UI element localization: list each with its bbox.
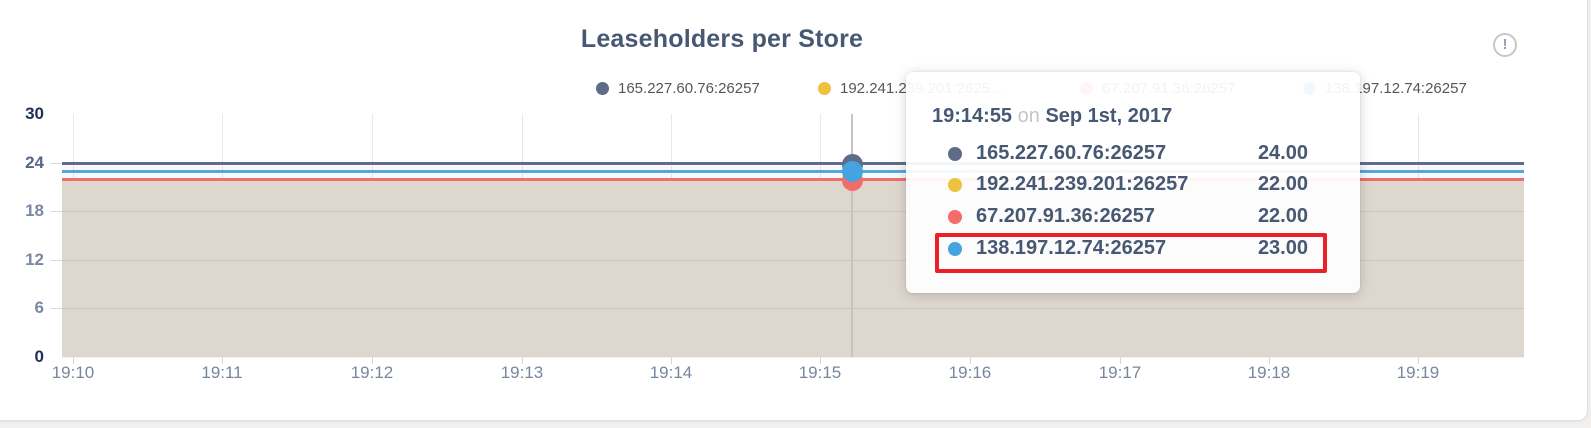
x-axis-tick <box>73 357 74 364</box>
tooltip-date: Sep 1st, 2017 <box>1045 105 1173 127</box>
x-axis-tick <box>222 357 223 364</box>
exclamation-icon: ! <box>1502 36 1508 53</box>
x-axis-label: 19:11 <box>201 363 243 382</box>
gridline-horizontal <box>62 211 1524 212</box>
y-axis-tick <box>51 308 62 309</box>
x-axis-tick <box>671 357 672 364</box>
x-axis-label: 19:13 <box>500 363 544 382</box>
y-axis-label: 30 <box>25 104 44 123</box>
x-axis-label: 19:19 <box>1396 363 1440 382</box>
series-line-darkslate <box>62 162 1524 165</box>
x-axis-label: 19:16 <box>948 363 992 382</box>
y-axis-tick <box>51 211 62 212</box>
series-line-blue <box>62 170 1524 173</box>
x-axis-label: 19:12 <box>350 363 394 382</box>
x-axis-tick <box>372 357 373 364</box>
x-axis-label: 19:17 <box>1098 363 1142 382</box>
x-axis-tick <box>1120 357 1121 364</box>
series-line-red <box>62 178 1524 181</box>
tooltip-timestamp: 19:14:55 on Sep 1st, 2017 <box>932 105 1172 128</box>
x-axis-tick <box>970 357 971 364</box>
chart-title: Leaseholders per Store <box>580 25 864 53</box>
x-axis-label: 19:15 <box>798 363 842 382</box>
y-axis-label: 24 <box>25 153 44 172</box>
y-axis-label: 0 <box>34 347 44 366</box>
series-fill-band <box>62 174 1524 178</box>
tooltip-row: 192.241.239.201:26257 22.00 <box>906 173 1360 197</box>
y-axis-label: 6 <box>34 298 44 317</box>
info-icon[interactable]: ! <box>1493 33 1517 57</box>
y-axis-tick <box>51 260 62 261</box>
y-axis-tick <box>51 163 62 164</box>
tooltip-on-word: on <box>1017 105 1040 127</box>
y-axis-label: 12 <box>25 250 44 269</box>
tooltip-time: 19:14:55 <box>932 105 1013 127</box>
tooltip-series-value: 22.00 <box>1257 173 1308 195</box>
tooltip-row: 67.207.91.36:26257 22.00 <box>906 205 1360 229</box>
legend-item-label: 165.227.60.76:26257 <box>618 80 760 97</box>
tooltip-series-value: 23.00 <box>1257 237 1308 259</box>
x-axis-tick <box>1269 357 1270 364</box>
tooltip-series-value: 22.00 <box>1257 205 1308 227</box>
x-axis-label: 19:14 <box>649 363 693 382</box>
tooltip-series-name: 67.207.91.36:26257 <box>976 205 1156 227</box>
highlight-annotation-box <box>935 233 1327 273</box>
x-axis-tick <box>820 357 821 364</box>
tooltip-series-name: 165.227.60.76:26257 <box>976 142 1167 164</box>
x-axis-tick <box>1418 357 1419 364</box>
tooltip-row-highlighted: 138.197.12.74:26257 23.00 <box>906 237 1360 261</box>
legend-item-label: 138.197.12.74:26257 <box>1325 80 1467 97</box>
series-dot-icon <box>948 147 962 161</box>
gridline-horizontal <box>62 357 1524 358</box>
x-axis-label: 19:18 <box>1247 363 1291 382</box>
series-dot-icon <box>596 82 609 95</box>
hover-point-blue <box>842 161 863 182</box>
series-dot-icon <box>948 210 962 224</box>
series-dot-icon <box>818 82 831 95</box>
tooltip-row: 165.227.60.76:26257 24.00 <box>906 142 1360 166</box>
x-axis-label: 19:10 <box>51 363 95 382</box>
series-dot-icon <box>948 242 962 256</box>
tooltip-series-name: 192.241.239.201:26257 <box>976 173 1189 195</box>
tooltip-series-value: 24.00 <box>1257 142 1308 164</box>
chart-tooltip: 19:14:55 on Sep 1st, 2017 165.227.60.76:… <box>906 72 1360 293</box>
tooltip-series-name: 138.197.12.74:26257 <box>976 237 1167 259</box>
series-fill-band <box>62 166 1524 171</box>
x-axis-tick <box>522 357 523 364</box>
y-axis-label: 18 <box>25 201 44 220</box>
gridline-horizontal <box>62 308 1524 309</box>
hover-crosshair <box>851 114 853 357</box>
gridline-horizontal <box>62 260 1524 261</box>
series-dot-icon <box>948 178 962 192</box>
